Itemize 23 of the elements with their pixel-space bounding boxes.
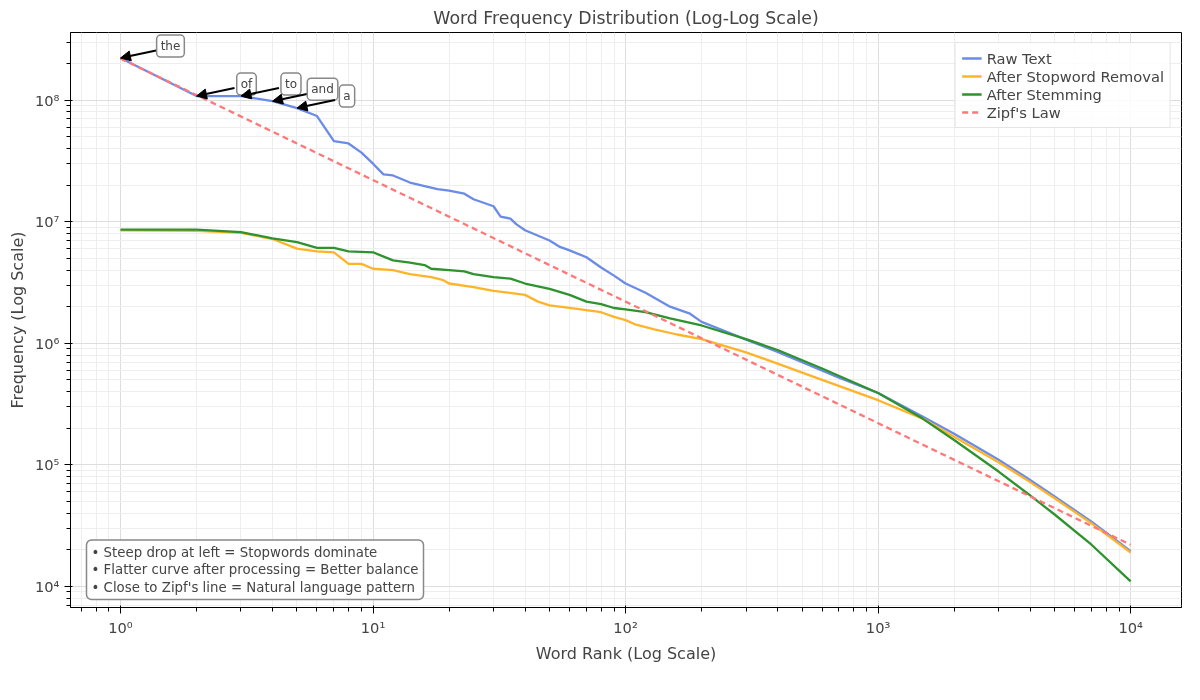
annotation: to bbox=[284, 77, 297, 92]
legend-label: Raw Text bbox=[986, 49, 1052, 67]
x-tick-label: 10² bbox=[613, 618, 638, 636]
y-axis-title: Frequency (Log Scale) bbox=[7, 231, 27, 409]
legend-label: Zipf's Law bbox=[986, 103, 1061, 121]
x-tick-label: 10⁰ bbox=[108, 618, 133, 636]
y-tick-label: 10⁴ bbox=[34, 577, 60, 595]
y-tick-label: 10⁶ bbox=[34, 334, 60, 352]
y-tick-label: 10⁸ bbox=[34, 91, 60, 109]
x-tick-label: 10⁴ bbox=[1118, 618, 1144, 636]
legend-label: After Stemming bbox=[986, 85, 1102, 103]
annotation: a bbox=[343, 89, 351, 104]
x-tick-label: 10¹ bbox=[360, 618, 386, 636]
annotation: • Steep drop at left = Stopwords dominate • Flatter curve after processing = Better balance • Close to Zipf's line = Natural language pattern bbox=[91, 545, 419, 595]
y-tick-label: 10⁷ bbox=[34, 213, 60, 231]
chart-title: Word Frequency Distribution (Log-Log Scale) bbox=[433, 7, 819, 28]
y-tick-label: 10⁵ bbox=[34, 456, 60, 474]
x-tick-label: 10³ bbox=[865, 618, 891, 636]
legend-label: After Stopword Removal bbox=[986, 67, 1164, 85]
annotation: the bbox=[160, 39, 181, 54]
annotation: and bbox=[311, 82, 334, 97]
annotation: of bbox=[240, 77, 254, 92]
x-axis-title: Word Rank (Log Scale) bbox=[535, 643, 717, 663]
